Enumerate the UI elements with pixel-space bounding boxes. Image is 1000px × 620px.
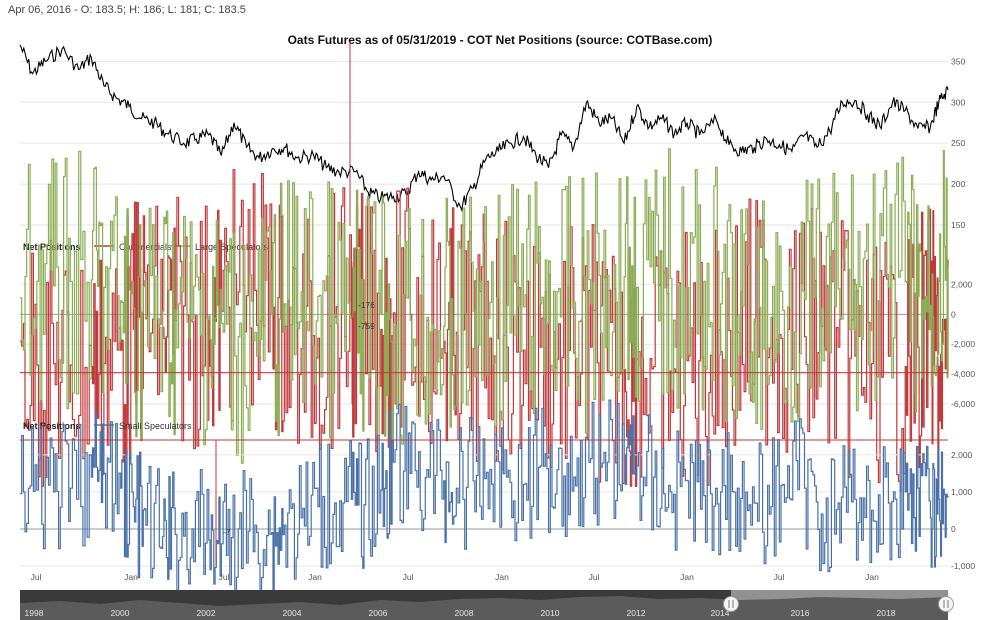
crosshair-value-label: -759 [358,321,375,331]
navigator-year-label: 2014 [711,608,730,618]
legend-small-speculators-label[interactable]: Small Speculators [119,421,192,431]
x-tick-label: Jan [308,572,322,582]
y-tick-label: 250 [951,138,965,148]
y-tick-label: 150 [951,220,965,230]
y-tick-label: -1,000 [951,561,975,571]
navigator-left-handle-knob[interactable] [723,596,739,612]
price-panel: 150 200 250 300 350 [19,44,965,230]
y-tick-label: 2,000 [951,279,973,289]
navigator-year-label: 1998 [25,608,44,618]
x-tick-label: Jan [495,572,509,582]
y-tick-label: 1,000 [951,487,973,497]
net-positions-panel-2: Net Positions Small Speculators -1,000 0 1… [20,399,975,599]
x-tick-label: Jul [31,572,42,582]
y-tick-label: -6,000 [951,399,975,409]
y-tick-label: -4,000 [951,369,975,379]
x-tick-label: Jan [680,572,694,582]
x-tick-label: Jul [403,572,414,582]
y-tick-label: 0 [951,524,956,534]
navigator-series-shape [20,596,948,620]
x-tick-label: Jul [589,572,600,582]
navigator-left-handle[interactable] [723,596,739,612]
crosshair-value-label: -176 [358,300,375,310]
ohlc-readout: Apr 06, 2016 - O: 183.5; H: 186; L: 181;… [8,4,246,16]
x-tick-label: Jan [865,572,879,582]
x-tick-label: Jan [124,572,138,582]
legend-commercials-label[interactable]: Commercials [119,242,172,252]
series-line-commercials [20,169,949,491]
navigator[interactable]: 1998 2000 2002 2004 2006 2008 2010 2012 2014 2016… [20,590,954,620]
series-line-price [19,44,949,213]
x-tick-label: Jul [774,572,785,582]
navigator-year-label: 2002 [197,608,216,618]
panel3-title: Net Positions [23,421,81,431]
y-tick-label: 2,000 [951,450,973,460]
crosshair-value-label: -7 [223,527,231,537]
x-tick-label: Jul [219,572,230,582]
chart-title: Oats Futures as of 05/31/2019 - COT Net … [287,33,713,47]
navigator-year-label: 2012 [627,608,646,618]
navigator-year-label: 2004 [283,608,302,618]
y-tick-label: 350 [951,56,965,66]
navigator-right-handle[interactable] [938,596,954,612]
y-tick-label: 300 [951,97,965,107]
series-line-large-speculators [20,148,949,464]
navigator-year-label: 2006 [369,608,388,618]
y-tick-label: 0 [951,309,956,319]
navigator-year-label: 2008 [455,608,474,618]
y-tick-label: 200 [951,179,965,189]
navigator-year-label: 2018 [877,608,896,618]
navigator-year-label: 2016 [791,608,810,618]
navigator-right-handle-knob[interactable] [938,596,954,612]
navigator-year-label: 2010 [541,608,560,618]
y-tick-label: -2,000 [951,339,975,349]
navigator-year-label: 2000 [111,608,130,618]
net-positions-panel-1: Net Positions Commercials Large Speculat… [20,148,975,491]
series-line-small-speculators [20,399,949,599]
